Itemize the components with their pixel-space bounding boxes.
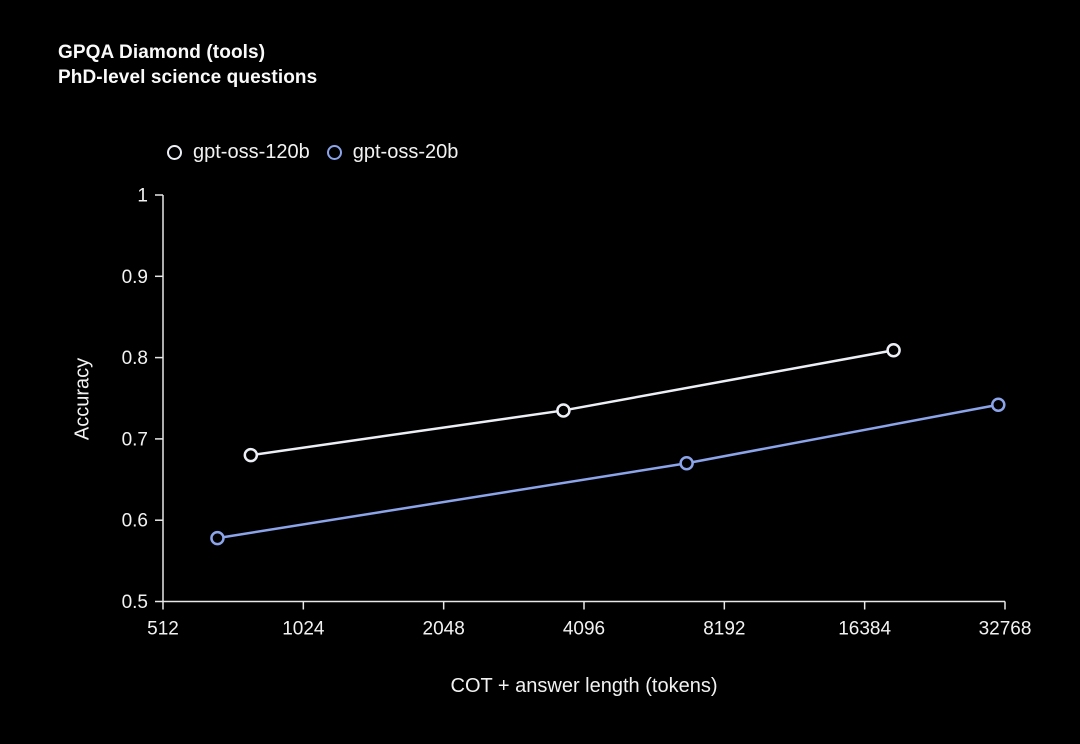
legend-item-gpt-oss-20b: gpt-oss-20b [326, 141, 459, 164]
y-tick-label: 0.5 [122, 592, 148, 613]
y-tick-label: 0.7 [122, 429, 148, 450]
x-tick-label: 4096 [563, 619, 605, 640]
data-point-gpt-oss-120b [243, 447, 259, 463]
series-line-gpt-oss-20b [217, 403, 999, 540]
x-axis-label: COT + answer length (tokens) [450, 675, 718, 697]
legend-label: gpt-oss-120b [193, 141, 310, 163]
data-point-gpt-oss-20b [991, 397, 1006, 413]
x-tick-label: 8192 [703, 619, 745, 640]
series-line-gpt-oss-120b [250, 349, 894, 457]
data-point-gpt-oss-120b [556, 403, 571, 418]
x-tick-label: 2048 [423, 619, 465, 640]
y-tick-label: 0.6 [122, 511, 148, 532]
legend-item-gpt-oss-120b: gpt-oss-120b [167, 141, 310, 164]
legend: gpt-oss-120b gpt-oss-20b [167, 141, 458, 164]
data-point-gpt-oss-120b [886, 343, 901, 358]
chart-title-line1: GPQA Diamond (tools) [58, 42, 266, 63]
chart-title-line2: PhD-level science questions [58, 67, 318, 88]
y-tick-label: 0.8 [122, 348, 148, 369]
legend-marker-circle-icon [326, 145, 342, 160]
y-tick-label: 1 [137, 186, 148, 207]
x-tick-label: 512 [147, 619, 179, 640]
chart-title: GPQA Diamond (tools) PhD-level science q… [58, 40, 317, 90]
data-point-gpt-oss-20b [210, 530, 225, 546]
x-tick-label: 1024 [282, 619, 325, 640]
legend-marker-circle-icon [167, 145, 182, 160]
legend-label: gpt-oss-20b [352, 141, 459, 163]
x-tick-label: 32768 [979, 619, 1032, 640]
data-point-gpt-oss-20b [679, 456, 694, 471]
x-tick-label: 16384 [838, 619, 891, 640]
y-tick-label: 0.9 [122, 267, 148, 288]
axis-spines [162, 195, 1005, 603]
